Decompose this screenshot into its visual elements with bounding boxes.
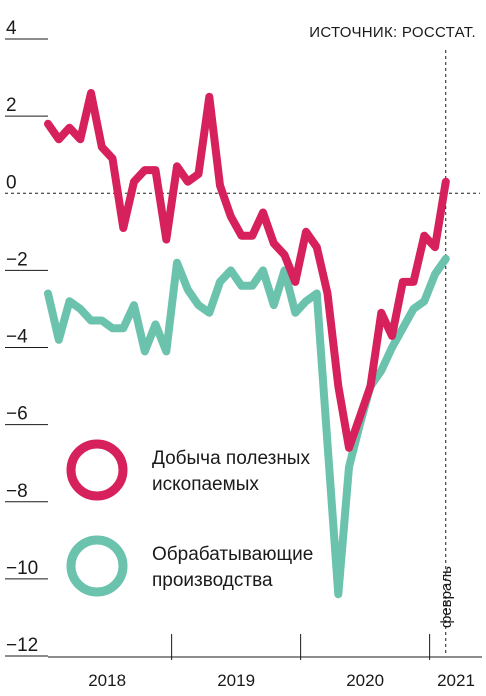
source-note: ИСТОЧНИК: РОССТАТ. [309,24,476,41]
y-gridlines [5,38,48,657]
x-axis: 2018 2019 2020 2021 [48,634,482,690]
legend-label-manufacturing-line2: производства [152,570,273,591]
y-tick-label: −4 [6,327,28,348]
february-annotation: февраль [438,566,455,628]
x-tick-label: 2019 [217,671,255,690]
legend-label-mining-line2: ископаемых [152,474,259,495]
legend-label-manufacturing-line1: Обрабатывающие [152,544,313,565]
x-tick-label: 2021 [437,671,475,690]
legend: Добыча полезных ископаемых Обрабатывающи… [66,439,313,597]
x-tick-label: 2020 [346,671,384,690]
legend-swatch-manufacturing [66,535,128,597]
y-tick-label: −8 [6,481,28,502]
legend-swatch-mining [66,439,128,501]
y-tick-label: −6 [6,404,28,425]
x-tick-label: 2018 [88,671,126,690]
series-layer [44,89,450,599]
legend-item-mining: Добыча полезных ископаемых [66,439,310,501]
y-tick-label: −10 [6,558,38,579]
legend-label-mining-line1: Добыча полезных [152,448,310,469]
series-line-manufacturing [44,254,450,599]
series-line-mining [44,89,450,452]
y-tick-label: −12 [6,635,38,656]
y-tick-label: 0 [6,172,17,193]
legend-item-manufacturing: Обрабатывающие производства [66,535,313,597]
y-tick-label: 2 [6,95,17,116]
y-axis-tick-labels: 4 2 0 −2 −4 −6 −8 −10 −12 [6,18,38,656]
y-tick-label: 4 [6,18,17,39]
y-tick-label: −2 [6,249,28,270]
